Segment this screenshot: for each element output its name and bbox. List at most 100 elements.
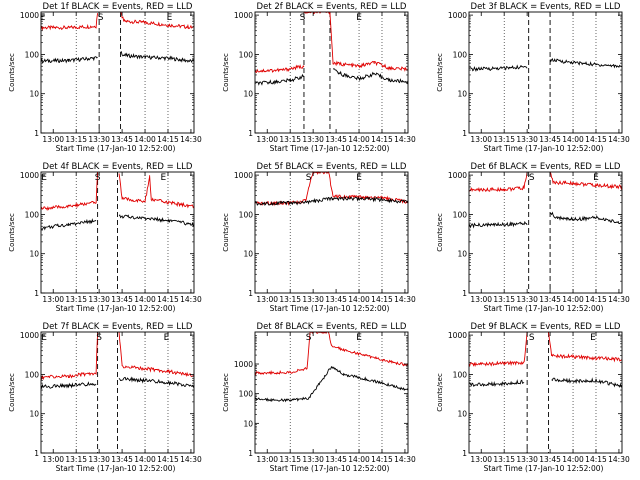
x-tick-label: 13:00 — [470, 455, 492, 464]
x-tick-label: 13:30 — [302, 455, 324, 464]
x-axis-label: Start Time (17-Jan-10 12:52:00) — [270, 464, 390, 473]
y-tick-label: 1 — [248, 289, 253, 298]
events-series-line — [40, 56, 98, 64]
panel-title: Det 2f BLACK = Events, RED = LLD — [257, 2, 407, 12]
x-tick-label: 13:45 — [111, 295, 133, 304]
y-tick-label: 10 — [243, 250, 253, 259]
x-tick-label: 14:30 — [608, 455, 630, 464]
x-tick-label: 14:30 — [394, 135, 416, 144]
x-axis-label: Start Time (17-Jan-10 12:52:00) — [56, 304, 176, 313]
x-tick-label: 13:45 — [539, 295, 561, 304]
y-tick-label: 10 — [29, 250, 39, 259]
x-axis-label: Start Time (17-Jan-10 12:52:00) — [270, 144, 390, 153]
y-tick-label: 10 — [29, 410, 39, 419]
y-tick-label: 10 — [457, 250, 467, 259]
y-tick-label: 1000 — [20, 171, 39, 180]
x-tick-label: 13:00 — [470, 135, 492, 144]
x-tick-label: 13:30 — [516, 135, 538, 144]
y-axis-label: Counts/sec — [8, 213, 16, 252]
x-tick-label: 13:15 — [65, 295, 87, 304]
plot-frame — [468, 11, 623, 134]
events-series-line — [40, 381, 97, 390]
y-tick-label: 10 — [29, 90, 39, 99]
x-tick-label: 13:45 — [111, 135, 133, 144]
panel-title: Det 7f BLACK = Events, RED = LLD — [43, 322, 193, 332]
marker-label: S — [529, 173, 535, 183]
y-tick-label: 1 — [248, 129, 253, 138]
lld-series-line — [40, 333, 99, 381]
plot-frame — [254, 171, 409, 294]
x-tick-label: 13:15 — [493, 295, 515, 304]
x-tick-label: 13:00 — [42, 135, 64, 144]
marker-label: E — [40, 13, 46, 23]
x-axis-label: Start Time (17-Jan-10 12:52:00) — [56, 464, 176, 473]
x-tick-label: 14:30 — [608, 135, 630, 144]
marker-label: E — [167, 13, 173, 23]
y-tick-label: 1 — [462, 289, 467, 298]
x-tick-label: 13:15 — [65, 455, 87, 464]
x-axis-label: Start Time (17-Jan-10 12:52:00) — [484, 304, 604, 313]
y-tick-label: 1000 — [20, 11, 39, 20]
marker-label: E — [590, 333, 596, 343]
events-series-line — [254, 195, 409, 206]
panel-title: Det 6f BLACK = Events, RED = LLD — [471, 162, 621, 172]
y-tick-label: 100 — [239, 210, 254, 219]
y-axis-label: Counts/sec — [436, 53, 444, 92]
events-series-line — [551, 377, 623, 388]
x-tick-label: 14:00 — [562, 295, 584, 304]
lld-series-line — [118, 331, 195, 378]
x-tick-label: 14:00 — [134, 135, 156, 144]
x-tick-label: 13:30 — [88, 295, 110, 304]
x-tick-label: 14:00 — [348, 295, 370, 304]
lld-series-line — [254, 331, 409, 376]
y-axis-label: Counts/sec — [222, 213, 230, 252]
x-tick-label: 14:15 — [585, 135, 607, 144]
y-axis-label: Counts/sec — [8, 373, 16, 412]
y-tick-label: 1000 — [448, 331, 467, 340]
x-tick-label: 13:15 — [279, 455, 301, 464]
y-axis-label: Counts/sec — [436, 373, 444, 412]
y-tick-label: 100 — [239, 50, 254, 59]
panel-title: Det 4f BLACK = Events, RED = LLD — [43, 162, 193, 172]
marker-label: E — [161, 173, 167, 183]
y-tick-label: 1000 — [20, 331, 39, 340]
y-tick-label: 100 — [453, 370, 468, 379]
y-tick-label: 100 — [25, 210, 40, 219]
x-tick-label: 14:15 — [585, 295, 607, 304]
marker-label: S — [306, 173, 312, 183]
x-tick-label: 13:30 — [302, 135, 324, 144]
y-tick-label: 1 — [34, 129, 39, 138]
marker-label: S — [95, 173, 101, 183]
x-tick-label: 14:30 — [180, 295, 202, 304]
lld-series-line — [468, 331, 528, 368]
y-tick-label: 10 — [457, 410, 467, 419]
marker-label: S — [96, 333, 102, 343]
x-tick-label: 14:30 — [394, 295, 416, 304]
x-tick-label: 14:15 — [371, 455, 393, 464]
plot-frame — [40, 331, 195, 454]
y-tick-label: 10 — [243, 419, 253, 428]
plot-frame — [40, 11, 195, 134]
x-axis-label: Start Time (17-Jan-10 12:52:00) — [484, 144, 604, 153]
x-tick-label: 14:00 — [562, 135, 584, 144]
x-tick-label: 13:15 — [65, 135, 87, 144]
events-series-line — [118, 376, 195, 388]
lld-series-line — [548, 332, 622, 363]
x-axis-label: Start Time (17-Jan-10 12:52:00) — [56, 144, 176, 153]
marker-label: E — [356, 333, 362, 343]
x-tick-label: 13:45 — [325, 295, 347, 304]
x-tick-label: 13:30 — [88, 455, 110, 464]
events-series-line — [468, 220, 528, 229]
events-series-line — [40, 218, 97, 231]
panel-3: Det 3f BLACK = Events, RED = LLD 1 10 100 10… — [436, 2, 630, 153]
x-axis-label: Start Time (17-Jan-10 12:52:00) — [484, 464, 604, 473]
x-tick-label: 14:30 — [180, 455, 202, 464]
x-tick-label: 13:45 — [539, 135, 561, 144]
plot-frame — [254, 11, 409, 134]
